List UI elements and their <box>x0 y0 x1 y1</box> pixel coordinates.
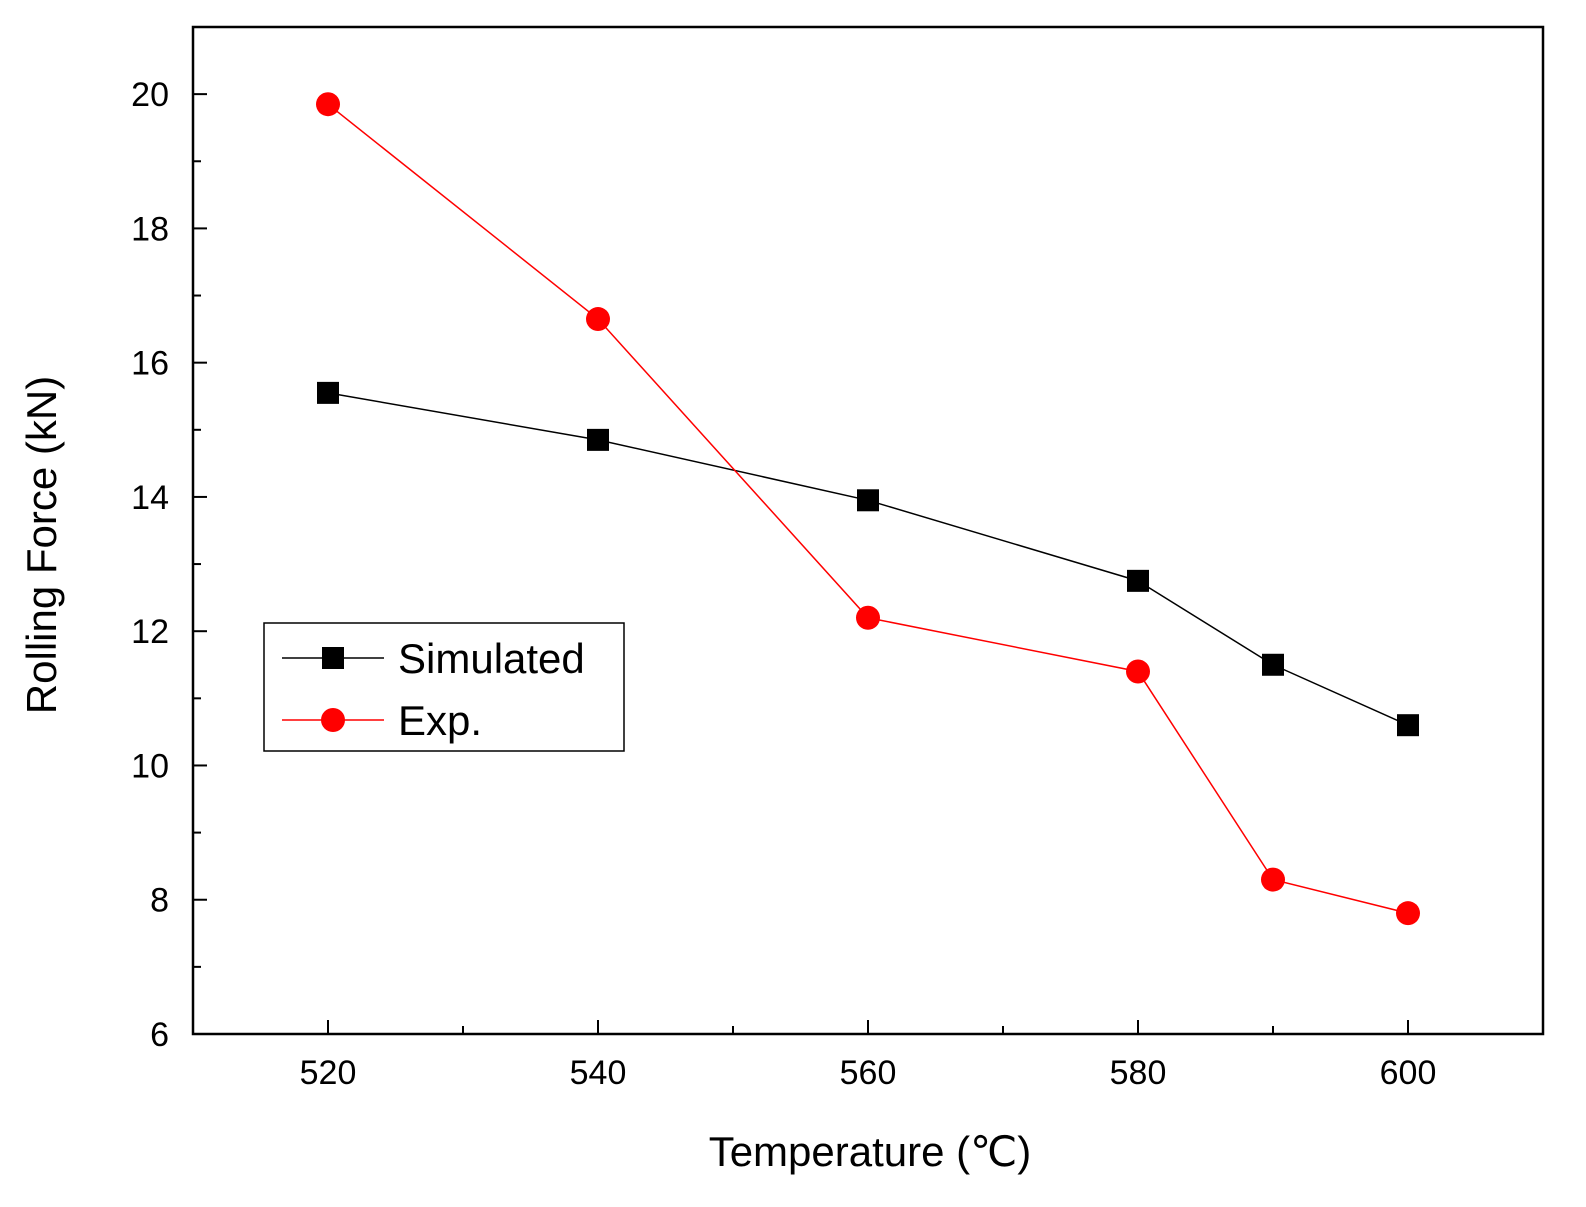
data-point-exp <box>1396 901 1420 926</box>
data-point-simulated <box>317 381 339 404</box>
y-axis-title: Rolling Force (kN) <box>18 376 65 714</box>
data-point-exp <box>1261 867 1285 892</box>
legend-label-simulated: Simulated <box>398 635 585 682</box>
data-point-exp <box>316 92 340 117</box>
y-tick-label: 10 <box>131 747 169 785</box>
data-point-simulated <box>587 428 609 451</box>
legend: Simulated Exp. <box>263 622 625 752</box>
data-point-exp <box>1126 659 1150 684</box>
data-point-simulated <box>1127 569 1149 592</box>
legend-marker-square <box>322 647 344 669</box>
y-tick-label: 16 <box>131 345 169 383</box>
data-point-exp <box>586 307 610 332</box>
x-tick-label: 540 <box>570 1054 627 1092</box>
data-point-exp <box>856 605 880 630</box>
x-tick-label: 520 <box>300 1054 357 1092</box>
tick-labels: 520 540 560 580 600 6 8 10 12 14 16 18 20 <box>131 76 1436 1092</box>
series-line-exp <box>327 103 1409 914</box>
series-line-simulated <box>327 392 1409 726</box>
y-tick-label: 6 <box>150 1016 169 1054</box>
legend-marker-circle <box>321 708 345 732</box>
legend-label-exp: Exp. <box>398 697 482 744</box>
data-point-simulated <box>1262 653 1284 676</box>
plot-series <box>316 92 1420 926</box>
y-tick-label: 14 <box>131 479 169 517</box>
y-tick-label: 12 <box>131 613 169 651</box>
x-tick-label: 560 <box>840 1054 897 1092</box>
x-tick-label: 600 <box>1380 1054 1437 1092</box>
plot-frame <box>191 25 1545 1036</box>
x-tick-label: 580 <box>1110 1054 1167 1092</box>
legend-box <box>263 622 625 752</box>
data-point-simulated <box>1397 714 1419 737</box>
y-tick-label: 8 <box>150 882 169 920</box>
x-axis-title: Temperature (℃) <box>709 1128 1032 1175</box>
y-tick-label: 18 <box>131 210 169 248</box>
y-tick-label: 20 <box>131 76 169 114</box>
axis-ticks <box>193 93 1409 1035</box>
data-point-simulated <box>857 489 879 512</box>
